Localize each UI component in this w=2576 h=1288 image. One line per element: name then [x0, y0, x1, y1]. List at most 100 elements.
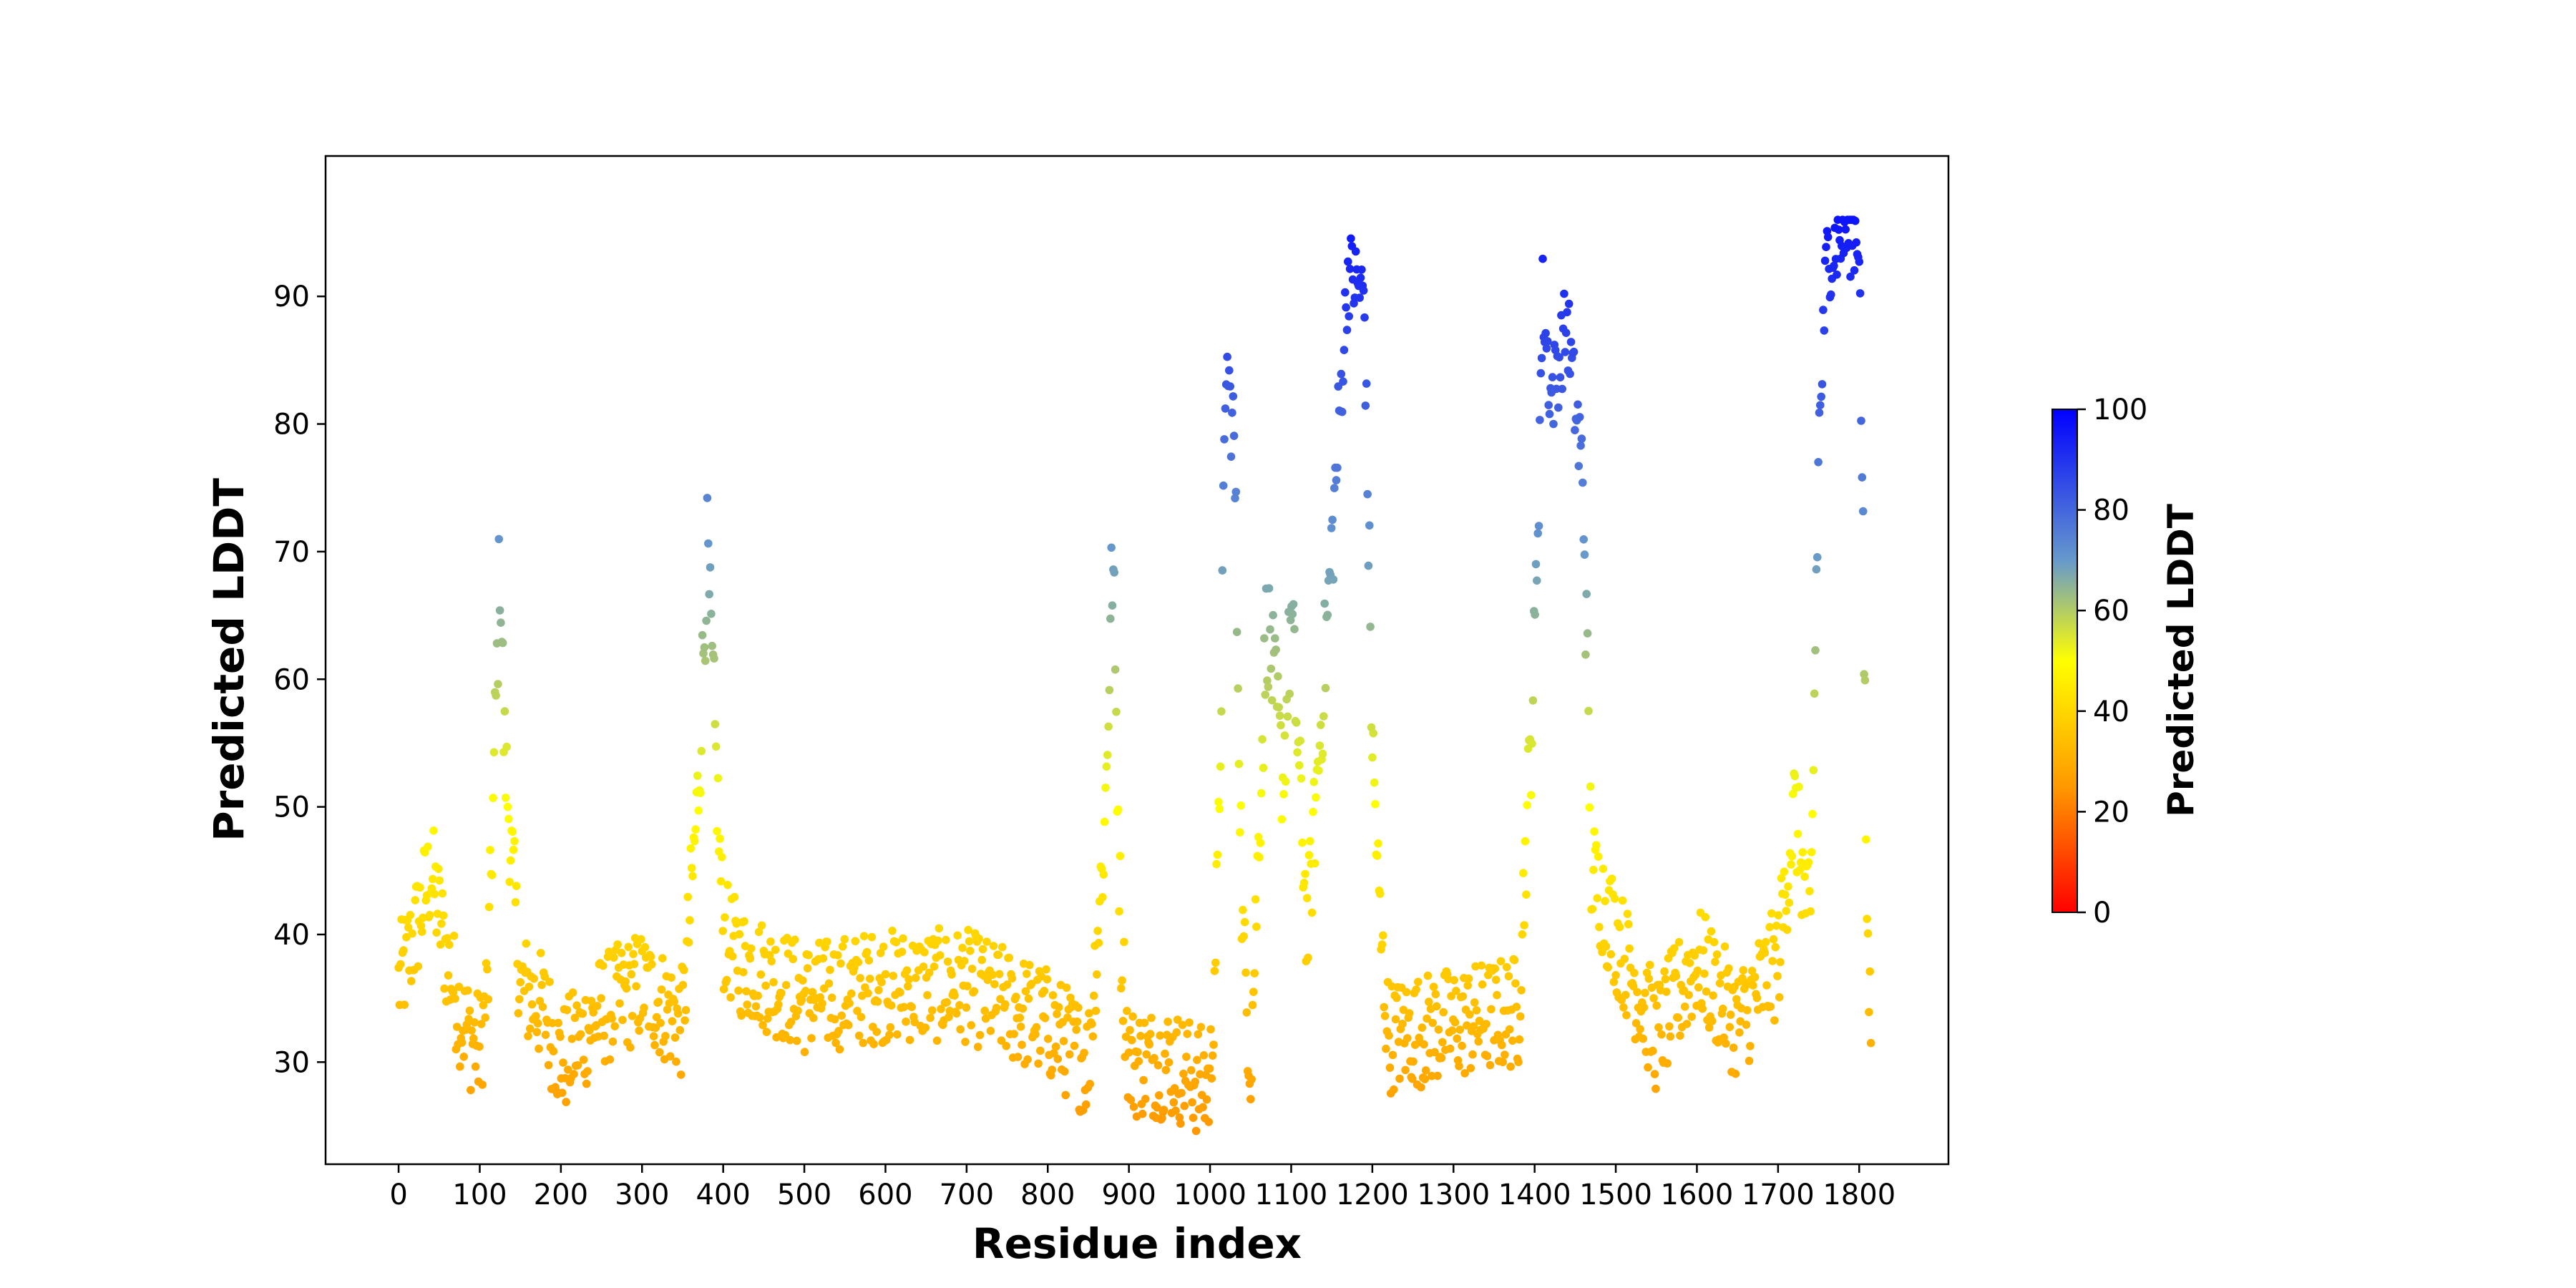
- data-point: [470, 1018, 479, 1027]
- data-point: [530, 974, 538, 983]
- data-point: [1420, 1075, 1430, 1083]
- data-point: [1680, 1002, 1689, 1011]
- data-point: [1361, 401, 1370, 410]
- data-point: [1798, 848, 1807, 857]
- data-point: [504, 814, 513, 824]
- data-point: [1555, 353, 1563, 362]
- data-point: [819, 954, 828, 963]
- data-point: [1032, 1023, 1041, 1032]
- data-point: [1110, 568, 1118, 577]
- data-point: [1212, 859, 1221, 869]
- data-point: [877, 977, 886, 987]
- data-point: [740, 917, 748, 926]
- data-point: [992, 1003, 1001, 1013]
- data-point: [1247, 1075, 1256, 1084]
- data-point: [1250, 969, 1259, 977]
- data-point: [407, 977, 416, 985]
- data-point: [838, 942, 847, 951]
- data-point: [1171, 1106, 1180, 1115]
- data-point: [950, 991, 959, 1000]
- data-point: [1390, 1085, 1398, 1094]
- data-point: [1264, 584, 1274, 592]
- data-point: [1231, 494, 1239, 503]
- x-tick-label: 300: [615, 1179, 669, 1211]
- data-point: [792, 1036, 801, 1045]
- data-point: [1382, 1044, 1390, 1053]
- data-point: [467, 1026, 476, 1035]
- data-point: [451, 994, 459, 1003]
- data-point: [1533, 529, 1542, 538]
- data-point: [919, 962, 928, 971]
- data-point: [1785, 898, 1794, 907]
- data-point: [1676, 1031, 1684, 1040]
- data-point: [794, 1006, 802, 1015]
- data-point: [784, 950, 793, 958]
- data-point: [622, 984, 631, 993]
- data-point: [1267, 664, 1276, 673]
- x-tick-label: 400: [696, 1179, 750, 1211]
- data-point: [722, 975, 731, 985]
- data-point: [1215, 804, 1224, 814]
- data-point: [703, 494, 712, 502]
- data-point: [1421, 1066, 1430, 1075]
- data-point: [605, 1055, 615, 1064]
- data-point: [404, 923, 413, 932]
- data-point: [1418, 1023, 1427, 1032]
- data-point: [1359, 286, 1368, 295]
- data-point: [1674, 1013, 1682, 1022]
- data-point: [444, 971, 453, 980]
- data-point: [537, 980, 546, 990]
- data-point: [1027, 980, 1036, 988]
- data-point: [801, 987, 810, 995]
- data-point: [1054, 1002, 1063, 1012]
- colorbar-tick-label: 80: [2093, 494, 2129, 527]
- data-point: [739, 967, 748, 977]
- data-point: [1366, 623, 1375, 631]
- data-point: [514, 1009, 523, 1018]
- data-point: [532, 1028, 542, 1037]
- data-point: [1666, 1032, 1675, 1041]
- data-point: [947, 970, 956, 979]
- data-point: [711, 742, 721, 751]
- data-point: [896, 988, 904, 997]
- data-point: [943, 957, 952, 966]
- data-point: [1339, 377, 1347, 386]
- data-point: [1150, 1053, 1158, 1063]
- data-point: [1117, 984, 1126, 992]
- data-point: [570, 1070, 578, 1078]
- data-point: [583, 1067, 592, 1075]
- data-point: [1098, 893, 1107, 902]
- data-point: [1021, 987, 1030, 996]
- data-point: [610, 1022, 619, 1030]
- data-point: [1593, 894, 1601, 902]
- data-point: [1216, 762, 1225, 771]
- data-point: [1225, 366, 1234, 375]
- data-point: [592, 1002, 602, 1010]
- data-point: [617, 949, 626, 957]
- data-point: [425, 911, 434, 919]
- data-point: [1388, 1050, 1397, 1060]
- data-point: [1516, 1012, 1525, 1021]
- data-point: [628, 1012, 637, 1020]
- x-tick-label: 1000: [1174, 1179, 1246, 1211]
- data-point: [1833, 270, 1841, 279]
- data-point: [1644, 975, 1654, 983]
- data-point: [508, 827, 517, 836]
- data-point: [1088, 1032, 1098, 1041]
- data-point: [1841, 225, 1850, 234]
- data-point: [1251, 895, 1260, 904]
- data-point: [1398, 1020, 1407, 1028]
- data-point: [1491, 964, 1500, 973]
- data-point: [484, 995, 493, 1004]
- data-point: [573, 1061, 582, 1070]
- data-point: [1297, 774, 1306, 783]
- data-point: [559, 1058, 567, 1067]
- data-point: [467, 1085, 475, 1095]
- data-point: [1807, 848, 1816, 857]
- data-point: [1724, 964, 1733, 973]
- data-point: [990, 980, 999, 989]
- data-point: [1575, 413, 1584, 421]
- data-point: [670, 997, 678, 1006]
- data-point: [1385, 1063, 1395, 1072]
- data-point: [1806, 907, 1815, 916]
